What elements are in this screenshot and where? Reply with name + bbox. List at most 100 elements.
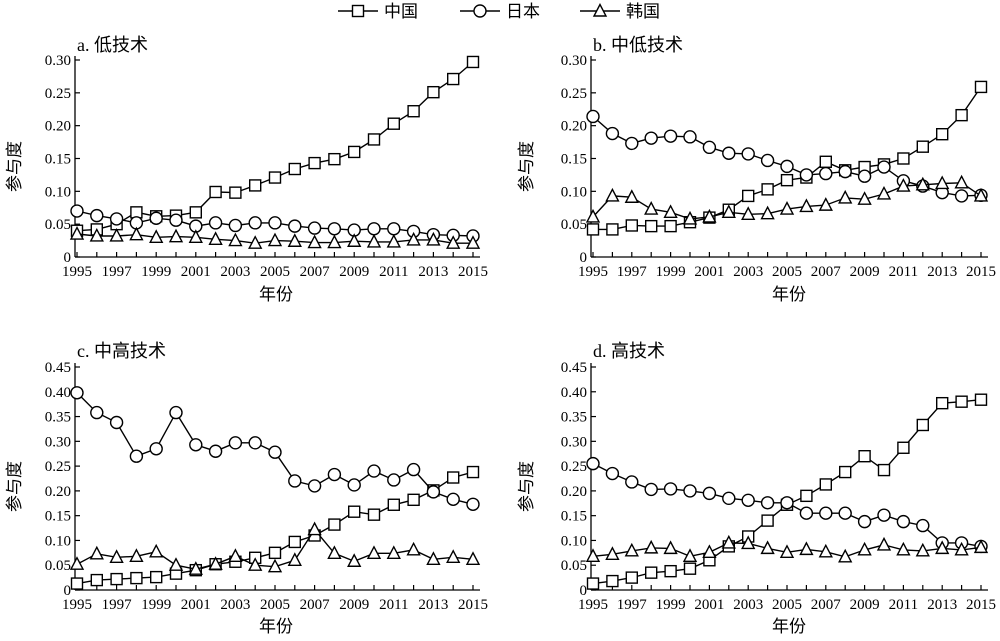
data-point-square	[466, 465, 480, 479]
x-tick-label: 1997	[617, 597, 648, 613]
data-point-triangle	[702, 208, 717, 223]
x-tick-label: 2003	[220, 264, 250, 280]
data-point-square	[367, 508, 381, 521]
x-tick-label: 1999	[656, 264, 686, 280]
data-point-circle	[799, 168, 814, 182]
data-point-square	[328, 152, 341, 166]
y-tick-label: 0.20	[45, 484, 71, 500]
x-tick-label: 2005	[260, 264, 290, 280]
data-point-triangle	[287, 233, 302, 247]
data-point-triangle	[248, 557, 263, 571]
data-point-circle	[70, 386, 84, 400]
legend-label: 韩国	[626, 2, 660, 22]
data-point-triangle	[644, 201, 659, 215]
x-tick-label: 2007	[811, 597, 842, 613]
x-tick-label: 2001	[181, 264, 211, 280]
x-tick-label: 2011	[889, 597, 918, 613]
data-point-square	[625, 219, 638, 232]
data-point-triangle	[188, 561, 203, 575]
data-point-circle	[663, 129, 678, 143]
x-axis-title: 年份	[259, 285, 293, 305]
data-point-square	[858, 450, 871, 463]
data-point-circle	[954, 189, 969, 203]
data-point-square	[645, 566, 658, 579]
y-tick-label: 0.15	[561, 509, 587, 525]
data-point-square	[800, 489, 813, 503]
data-point-triangle	[954, 541, 969, 556]
panel-title: a. 低技术	[77, 35, 148, 55]
data-point-square	[189, 206, 203, 219]
data-point-square	[761, 183, 774, 196]
data-point-square	[936, 396, 949, 410]
legend-item-0: 中国	[338, 2, 418, 22]
y-axis-title: 参与度	[517, 461, 537, 512]
y-axis-title: 参与度	[5, 461, 25, 512]
data-point-triangle	[876, 536, 892, 551]
data-point-triangle	[741, 535, 756, 550]
y-tick-label: 0.05	[45, 558, 71, 574]
data-point-triangle	[876, 185, 892, 200]
data-point-triangle	[129, 548, 144, 563]
data-point-triangle	[935, 175, 950, 190]
data-point-triangle	[585, 548, 601, 563]
data-point-triangle	[69, 226, 85, 240]
y-axis-title: 参与度	[5, 141, 25, 192]
data-point-square	[466, 55, 480, 69]
data-point-square	[683, 562, 697, 575]
data-point-square	[586, 223, 600, 236]
data-point-circle	[446, 492, 460, 507]
data-point-triangle	[585, 208, 601, 223]
data-point-triangle	[446, 549, 461, 563]
legend-marker-triangle	[592, 2, 608, 17]
data-point-triangle	[188, 229, 203, 244]
data-point-triangle	[799, 541, 814, 556]
data-point-triangle	[818, 543, 833, 558]
data-point-circle	[268, 216, 282, 230]
data-point-circle	[838, 164, 852, 179]
data-point-circle	[307, 221, 322, 235]
data-point-square	[348, 145, 361, 159]
data-point-circle	[625, 136, 639, 151]
data-point-circle	[877, 160, 891, 174]
data-point-square	[606, 574, 619, 588]
data-point-square	[90, 573, 104, 587]
data-point-triangle	[406, 541, 421, 556]
data-point-circle	[387, 222, 401, 236]
data-point-circle	[149, 442, 163, 456]
data-point-circle	[857, 169, 872, 183]
data-point-triangle	[228, 232, 243, 247]
data-point-square	[308, 156, 321, 170]
data-point-square	[664, 219, 677, 233]
panel-title: d. 高技术	[593, 341, 665, 361]
y-tick-label: 0.15	[561, 152, 587, 168]
data-point-triangle	[915, 176, 930, 191]
data-point-circle	[129, 449, 144, 463]
data-point-circle	[605, 126, 620, 141]
data-point-square	[229, 186, 242, 199]
data-point-triangle	[248, 235, 263, 249]
series-square	[70, 55, 480, 237]
data-point-triangle	[624, 189, 639, 203]
data-point-triangle	[426, 551, 441, 565]
data-point-square	[447, 72, 460, 86]
x-tick-label: 2005	[260, 597, 290, 613]
data-point-triangle	[605, 187, 620, 202]
data-point-circle	[189, 438, 203, 452]
data-point-circle	[307, 479, 322, 493]
x-tick-label: 1997	[617, 264, 648, 280]
data-point-circle	[586, 456, 600, 471]
legend-marker-square	[351, 4, 365, 18]
data-point-triangle	[386, 545, 401, 560]
series-circle	[586, 456, 988, 554]
x-tick-label: 1999	[141, 597, 171, 613]
data-point-circle	[367, 222, 381, 236]
data-point-square	[955, 108, 968, 122]
x-tick-label: 2011	[379, 264, 408, 280]
x-tick-label: 2001	[181, 597, 211, 613]
x-tick-label: 2007	[300, 597, 331, 613]
data-point-triangle	[366, 545, 382, 560]
series-circle	[586, 109, 988, 203]
data-point-square	[819, 478, 832, 491]
x-tick-label: 2015	[966, 264, 996, 280]
